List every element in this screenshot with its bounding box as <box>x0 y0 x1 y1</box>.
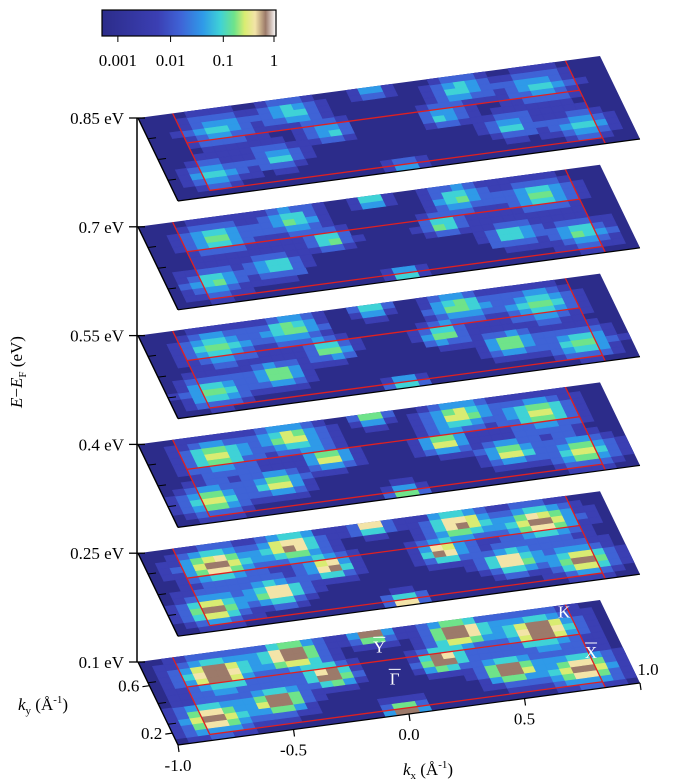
ky-tick-mark <box>142 685 150 688</box>
energy-tick-label: 0.85 eV <box>70 109 125 128</box>
kx-tick-mark <box>523 698 527 706</box>
colorbar-tick-label: 1 <box>270 51 279 70</box>
bz-boundary-line <box>186 524 580 579</box>
energy-slice <box>137 382 641 528</box>
ky-tick-label: 0.2 <box>141 724 162 743</box>
bz-boundary-line <box>564 277 606 362</box>
energy-slice <box>137 273 641 420</box>
high-symmetry-point-label: Y <box>373 637 385 656</box>
colorbar-tick-label: 0.001 <box>99 51 137 70</box>
bz-boundary-line <box>172 548 211 626</box>
bz-boundary-line <box>209 354 603 409</box>
bz-boundary-line <box>186 198 580 253</box>
energy-tick-label: 0.7 eV <box>79 218 125 237</box>
bz-boundary-line <box>209 681 603 736</box>
kx-tick-mark <box>292 729 296 737</box>
bz-boundary-line <box>186 307 580 362</box>
ky-tick-mark <box>165 732 173 735</box>
high-symmetry-labels: ΓY X K <box>373 601 597 688</box>
high-symmetry-point-label: K <box>558 602 571 621</box>
kx-tick-label: -1.0 <box>165 756 192 775</box>
energy-slice <box>137 164 641 311</box>
bz-boundary-line <box>564 60 606 144</box>
kx-axis-label: kx (Å-1) <box>403 759 453 782</box>
bz-boundary-line <box>186 633 580 688</box>
kx-tick-label: 0.5 <box>514 710 535 729</box>
bz-boundary-line <box>209 463 603 518</box>
colorbar-gradient <box>101 9 277 37</box>
energy-slice <box>137 491 641 637</box>
kx-tick-label: 1.0 <box>637 660 658 679</box>
bz-boundary-line <box>186 416 580 471</box>
kx-tick-label: 0.0 <box>398 725 419 744</box>
colorbar-tick-label: 0.1 <box>213 51 234 70</box>
bz-boundary-line <box>172 439 211 518</box>
bz-boundary-line <box>564 495 606 580</box>
high-symmetry-point-label: Γ <box>390 669 400 688</box>
ky-tick-label: 0.6 <box>118 677 139 696</box>
colorbar-tick-label: 0.01 <box>156 51 186 70</box>
energy-slice <box>137 600 641 746</box>
bz-boundary-line <box>186 89 580 144</box>
energy-tick-label: 0.55 eV <box>70 327 125 346</box>
momentum-axes: -1.0 -0.5 0.0 0.5 1.0 0.6 0.2 <box>118 660 658 775</box>
energy-slices <box>137 56 641 746</box>
energy-axis: 0.85 eV0.7 eV0.55 eV0.4 eV0.25 eV0.1 eV … <box>7 109 145 672</box>
bz-boundary-line <box>564 604 606 688</box>
kx-tick-mark <box>408 713 411 722</box>
bz-boundary-line <box>209 137 603 192</box>
bz-boundary-line <box>209 245 603 300</box>
energy-axis-label: E−EF (eV) <box>7 336 29 409</box>
bz-boundary-line <box>564 386 606 471</box>
bz-boundary-line <box>172 221 211 300</box>
bz-boundary-line <box>209 572 603 627</box>
ky-axis-label: ky (Å-1) <box>18 694 68 717</box>
kx-tick-label: -0.5 <box>280 741 307 760</box>
energy-tick-label: 0.1 eV <box>79 653 125 672</box>
energy-axis-ticks: 0.85 eV 0.7 eV 0.55 eV 0.4 eV 0.25 eV 0.1 eV <box>70 109 145 672</box>
kx-tick-mark <box>177 744 180 753</box>
bz-boundary-line <box>172 113 211 191</box>
kx-tick-mark <box>639 682 642 691</box>
colorbar: 0.001 0.01 0.1 1 <box>99 9 279 70</box>
energy-tick-label: 0.4 eV <box>79 435 125 454</box>
energy-tick-label: 0.25 eV <box>70 544 125 563</box>
bz-boundary-line <box>172 657 211 735</box>
energy-slice <box>137 56 641 202</box>
bz-boundary-line <box>564 169 606 253</box>
colorbar-ticks: 0.001 0.01 0.1 1 <box>99 36 279 70</box>
high-symmetry-point-label: X <box>585 643 597 662</box>
bz-boundary-line <box>172 330 211 409</box>
